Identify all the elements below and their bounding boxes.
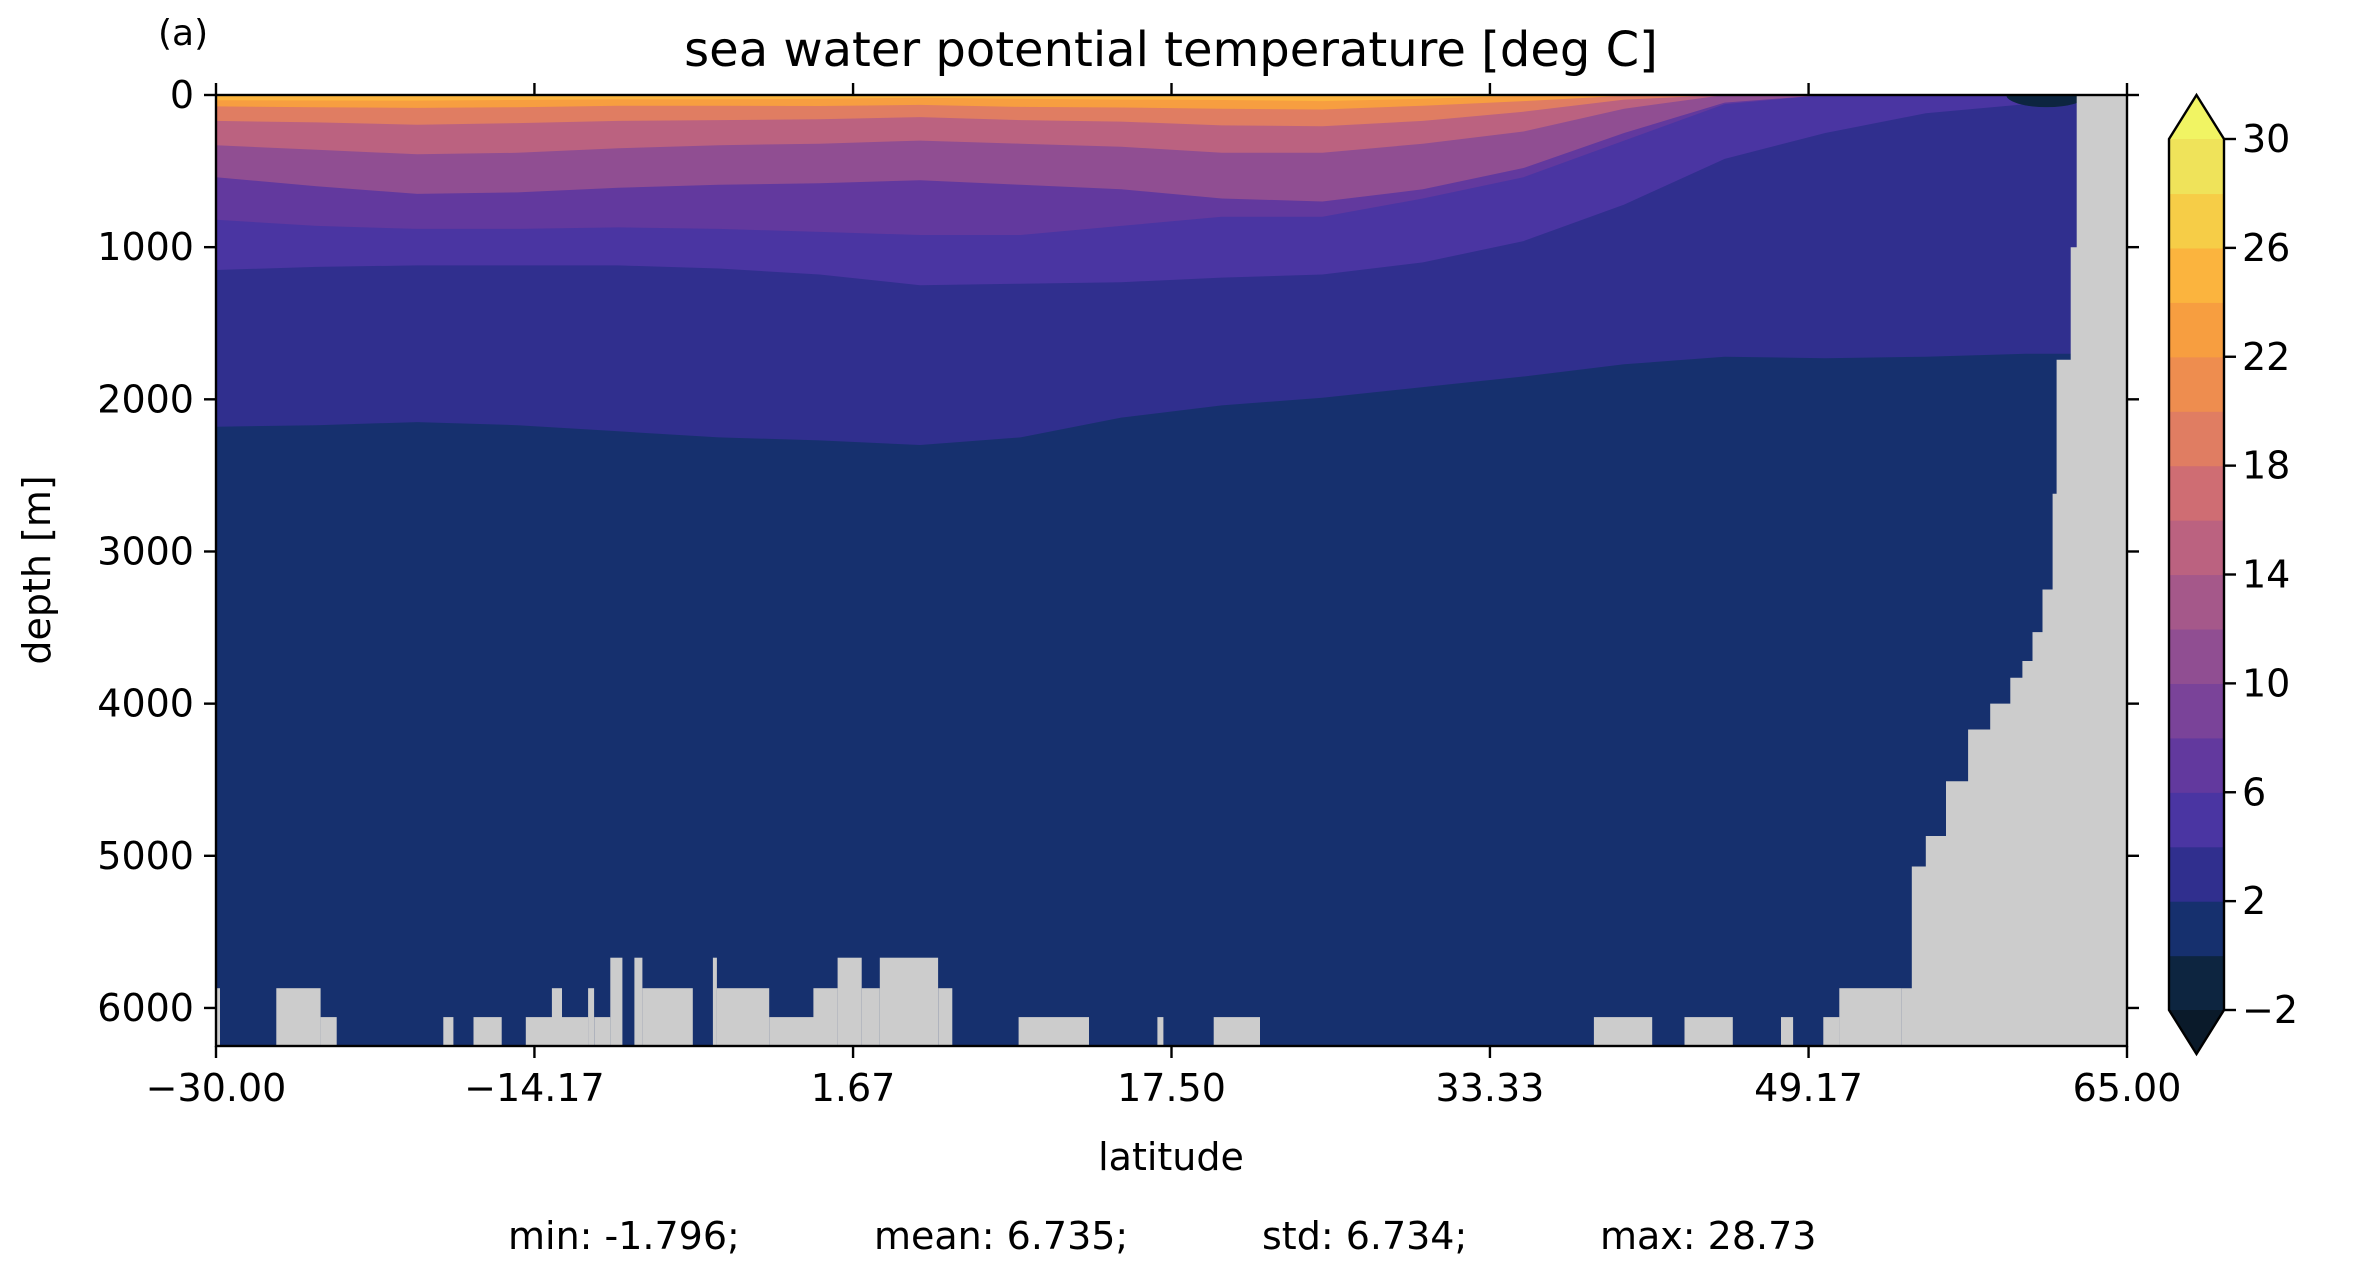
x-tick-label: −30.00 <box>146 1066 287 1110</box>
seafloor-land <box>1839 988 1902 1046</box>
seafloor-land <box>473 1017 502 1046</box>
colorbar-tick-label: 6 <box>2242 770 2266 814</box>
seafloor-land <box>525 1017 552 1046</box>
colorbar-swatch <box>2169 792 2224 848</box>
colorbar-swatch <box>2169 901 2224 957</box>
colorbar-tick-label: 2 <box>2242 879 2266 923</box>
colorbar-swatch <box>2169 465 2224 521</box>
summary-stats: min: -1.796; mean: 6.735; std: 6.734; ma… <box>508 1214 1816 1258</box>
panel-label: (a) <box>158 13 208 54</box>
cold-surface-patch <box>2006 95 2087 108</box>
seafloor-land <box>1018 1017 1089 1046</box>
y-axis: 0 1000 2000 3000 4000 5000 6000 <box>97 73 2139 1030</box>
colorbar-tick-label: 18 <box>2242 444 2290 488</box>
colorbar-swatch <box>2169 683 2224 739</box>
seafloor-land <box>588 988 595 1046</box>
x-tick-label: 65.00 <box>2073 1066 2182 1110</box>
colorbar-swatch <box>2169 356 2224 412</box>
seafloor-land <box>1684 1017 1733 1046</box>
seafloor-land <box>562 1017 589 1046</box>
seafloor-land <box>1213 1017 1260 1046</box>
seafloor-land <box>1823 1017 1840 1046</box>
seafloor-land <box>769 1017 814 1046</box>
x-tick-label: −14.17 <box>464 1066 605 1110</box>
colorbar-swatch <box>2169 193 2224 249</box>
colorbar-swatch <box>2169 139 2224 195</box>
seafloor-land <box>594 1017 611 1046</box>
colorbar-tick-label: −2 <box>2242 988 2298 1032</box>
seafloor-land <box>1157 1017 1164 1046</box>
colorbar-swatch <box>2169 520 2224 576</box>
y-tick-label: 1000 <box>97 225 194 269</box>
seafloor-land <box>610 957 623 1046</box>
colorbar-over-arrow <box>2169 95 2224 139</box>
seafloor-land <box>642 988 693 1046</box>
stat-min: min: -1.796; <box>508 1214 740 1258</box>
seafloor-land <box>1781 1017 1794 1046</box>
y-tick-label: 3000 <box>97 529 194 573</box>
x-axis: −30.00 −14.17 1.67 17.50 33.33 49.17 65.00 <box>146 83 2182 1110</box>
band-below-2 <box>216 353 2127 1046</box>
x-axis-label: latitude <box>1098 1135 1244 1179</box>
y-tick-label: 0 <box>170 73 194 117</box>
temperature-fills <box>216 95 2127 1046</box>
seafloor-land <box>634 957 643 1046</box>
seafloor-land <box>938 988 953 1046</box>
plot-area <box>216 95 2127 1046</box>
colorbar-tick-label: 10 <box>2242 661 2290 705</box>
stat-std: std: 6.734; <box>1262 1214 1467 1258</box>
seafloor-land <box>716 988 770 1046</box>
colorbar-tick-label: 14 <box>2242 553 2290 597</box>
x-tick-label: 1.67 <box>811 1066 896 1110</box>
seafloor-land <box>712 957 717 1046</box>
x-tick-label: 49.17 <box>1754 1066 1863 1110</box>
x-tick-label: 17.50 <box>1117 1066 1226 1110</box>
seafloor-land <box>551 988 562 1046</box>
seafloor-land <box>216 988 220 1046</box>
colorbar-swatch <box>2169 737 2224 793</box>
y-tick-label: 5000 <box>97 834 194 878</box>
colorbar-tick-label: 26 <box>2242 226 2290 270</box>
colorbar-under-arrow <box>2169 1010 2224 1054</box>
x-tick-label: 33.33 <box>1436 1066 1545 1110</box>
colorbar-tick-label: 22 <box>2242 335 2290 379</box>
y-tick-label: 4000 <box>97 682 194 726</box>
colorbar-swatch <box>2169 846 2224 902</box>
seafloor-land <box>813 988 838 1046</box>
colorbar-swatch <box>2169 574 2224 630</box>
seafloor-land <box>879 957 939 1046</box>
east-land-mass <box>1901 95 2127 1046</box>
colorbar-swatch <box>2169 247 2224 303</box>
colorbar-swatch <box>2169 411 2224 467</box>
colorbar-swatch <box>2169 628 2224 684</box>
stat-max: max: 28.73 <box>1600 1214 1816 1258</box>
colorbar-tick-label: 30 <box>2242 117 2290 161</box>
seafloor-land <box>837 957 862 1046</box>
colorbar-swatch <box>2169 302 2224 358</box>
y-tick-label: 6000 <box>97 986 194 1030</box>
seafloor-land <box>276 988 321 1046</box>
stat-mean: mean: 6.735; <box>874 1214 1128 1258</box>
seafloor-land <box>861 988 880 1046</box>
chart-title: sea water potential temperature [deg C] <box>684 22 1658 78</box>
land-mask <box>216 95 2127 1046</box>
seafloor-land <box>443 1017 454 1046</box>
seafloor-land <box>320 1017 337 1046</box>
colorbar-swatch <box>2169 955 2224 1011</box>
y-axis-label: depth [m] <box>15 475 59 664</box>
seafloor-land <box>1593 1017 1653 1046</box>
y-tick-label: 2000 <box>97 377 194 421</box>
